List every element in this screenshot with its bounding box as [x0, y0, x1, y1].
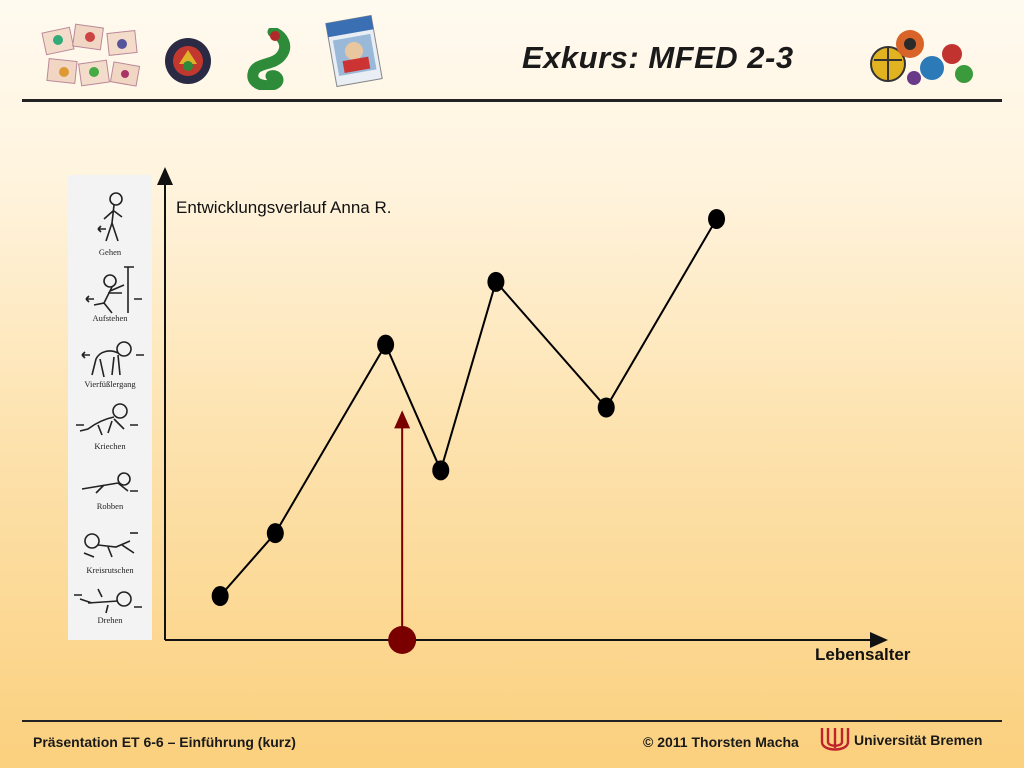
page-title: Exkurs: MFED 2-3 [522, 40, 794, 75]
age-marker-point [388, 626, 417, 654]
data-point [432, 460, 450, 481]
green-toy-image [247, 28, 291, 90]
stage-label: Drehen [97, 615, 123, 625]
university-logo-icon [820, 728, 850, 751]
stage-label: Kriechen [94, 441, 126, 451]
creeping-child-icon [76, 403, 138, 436]
data-point [708, 208, 726, 229]
header-divider [22, 99, 1002, 102]
stage-aufstehen: Aufstehen [68, 263, 152, 335]
series-line [219, 218, 718, 597]
data-point [377, 334, 395, 355]
footer-copyright: © 2011 Thorsten Macha [643, 734, 799, 750]
data-point [211, 586, 229, 607]
stage-label: Kreisrutschen [86, 565, 134, 575]
standing-up-child-icon [85, 266, 142, 314]
walking-child-icon [97, 192, 123, 242]
chart-title: Entwicklungsverlauf Anna R. [176, 198, 392, 217]
footer-presentation-title: Präsentation ET 6-6 – Einführung (kurz) [33, 734, 296, 750]
picture-cards-image [41, 23, 141, 87]
prone-child-icon [81, 472, 138, 494]
stage-gehen: Gehen [68, 189, 152, 261]
stage-label: Robben [96, 501, 124, 511]
stage-drehen: Drehen [68, 585, 152, 639]
x-axis-label: Lebensalter [815, 645, 911, 664]
footer-divider [22, 720, 1002, 722]
motor-stage-panel: Gehen Aufstehen Vierfüßlergang [68, 175, 152, 640]
stage-kreisrutschen: Kreisrutschen [68, 527, 152, 587]
stage-label: Aufstehen [92, 313, 128, 323]
stage-label: Gehen [98, 247, 122, 257]
stage-robben: Robben [68, 467, 152, 523]
data-point [487, 271, 505, 292]
manual-cover-image [325, 15, 383, 87]
stage-kriechen: Kriechen [68, 399, 152, 461]
rolling-child-icon [74, 588, 142, 614]
stage-vierfuesslergang: Vierfüßlergang [68, 333, 152, 405]
toy-balls-image [870, 30, 973, 85]
data-point [266, 523, 284, 544]
crawling-child-icon [81, 341, 144, 378]
stage-label: Vierfüßlergang [84, 379, 136, 389]
circling-child-icon [83, 532, 138, 558]
footer-university: Universität Bremen [854, 732, 983, 748]
round-toy-image [165, 38, 211, 84]
data-point [597, 397, 615, 418]
